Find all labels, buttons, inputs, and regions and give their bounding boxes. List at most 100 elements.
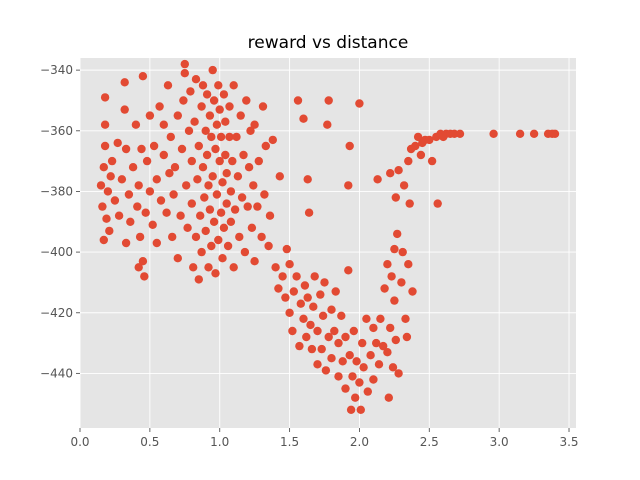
data-point <box>131 120 141 129</box>
data-point <box>405 199 414 208</box>
data-point <box>404 156 413 166</box>
data-point <box>348 372 357 381</box>
data-point <box>309 302 318 311</box>
data-point <box>257 232 266 242</box>
data-point <box>211 269 220 278</box>
data-point <box>271 263 280 272</box>
data-point <box>515 129 525 138</box>
data-point <box>383 348 392 357</box>
data-point <box>384 393 393 402</box>
data-point <box>200 193 209 202</box>
data-point <box>244 163 254 172</box>
data-point <box>489 129 498 138</box>
data-point <box>358 338 367 348</box>
data-point <box>145 187 155 196</box>
data-point <box>180 69 189 78</box>
data-point <box>233 172 243 181</box>
data-point <box>99 163 109 172</box>
data-point <box>334 338 343 348</box>
data-point <box>265 211 275 220</box>
data-point <box>180 59 189 69</box>
data-point <box>221 117 230 126</box>
data-point <box>198 163 208 172</box>
data-point <box>300 281 310 290</box>
data-point <box>302 332 311 342</box>
data-point <box>413 132 423 142</box>
data-point <box>292 272 301 281</box>
data-point <box>218 178 227 187</box>
data-point <box>216 132 226 142</box>
data-point <box>316 290 325 299</box>
data-point <box>243 202 252 211</box>
data-point <box>247 223 257 232</box>
data-point <box>102 214 111 223</box>
y-tick-label: −360 <box>40 124 73 138</box>
data-point <box>205 205 215 214</box>
data-point <box>218 254 227 263</box>
data-point <box>341 384 350 393</box>
data-point <box>176 211 185 220</box>
data-point <box>390 244 399 254</box>
data-point <box>225 102 234 111</box>
data-point <box>355 378 364 387</box>
data-point <box>225 132 234 142</box>
data-point <box>96 181 106 190</box>
data-point <box>100 93 110 102</box>
data-point <box>216 208 226 217</box>
data-point <box>187 156 196 166</box>
data-point <box>202 150 212 160</box>
data-point <box>253 202 262 211</box>
data-point <box>299 314 308 323</box>
data-point <box>194 275 203 284</box>
data-point <box>182 181 191 190</box>
data-point <box>168 232 177 242</box>
data-point <box>226 187 236 196</box>
data-point <box>237 193 247 202</box>
data-point <box>275 172 284 181</box>
data-point <box>232 132 241 142</box>
data-point <box>126 217 135 226</box>
x-tick-label: 2.0 <box>350 435 369 449</box>
data-point <box>352 357 361 366</box>
data-point <box>317 344 326 354</box>
data-point <box>338 357 347 366</box>
data-point <box>323 120 332 129</box>
data-point <box>159 150 168 160</box>
data-point <box>197 247 206 257</box>
data-point <box>310 272 319 281</box>
data-point <box>179 96 188 105</box>
data-point <box>386 169 395 178</box>
data-point <box>230 205 240 214</box>
data-point <box>229 263 238 272</box>
data-point <box>205 111 215 120</box>
data-point <box>173 111 182 120</box>
data-point <box>142 156 152 166</box>
data-point <box>411 141 420 151</box>
data-point <box>391 335 400 345</box>
data-point <box>209 217 219 226</box>
data-point <box>222 199 231 208</box>
data-point <box>344 266 353 275</box>
data-point <box>215 156 224 166</box>
data-point <box>369 323 378 333</box>
data-point <box>398 247 407 257</box>
data-point <box>103 187 113 196</box>
data-point <box>121 238 131 248</box>
data-point <box>197 102 206 111</box>
data-point <box>372 338 381 348</box>
data-point <box>211 144 220 154</box>
data-point <box>114 211 124 220</box>
data-point <box>196 211 205 220</box>
data-point <box>134 263 143 272</box>
data-point <box>207 241 216 251</box>
plot-background <box>80 58 576 428</box>
y-axis-ticks: −440 −420 −400 −380 −360 −340 <box>40 63 80 380</box>
data-point <box>349 326 358 336</box>
data-point <box>219 223 229 232</box>
data-point <box>209 96 219 105</box>
y-tick-label: −380 <box>40 184 73 198</box>
data-point <box>166 132 175 142</box>
data-point <box>184 126 194 135</box>
data-point <box>289 287 298 296</box>
data-point <box>320 278 329 287</box>
